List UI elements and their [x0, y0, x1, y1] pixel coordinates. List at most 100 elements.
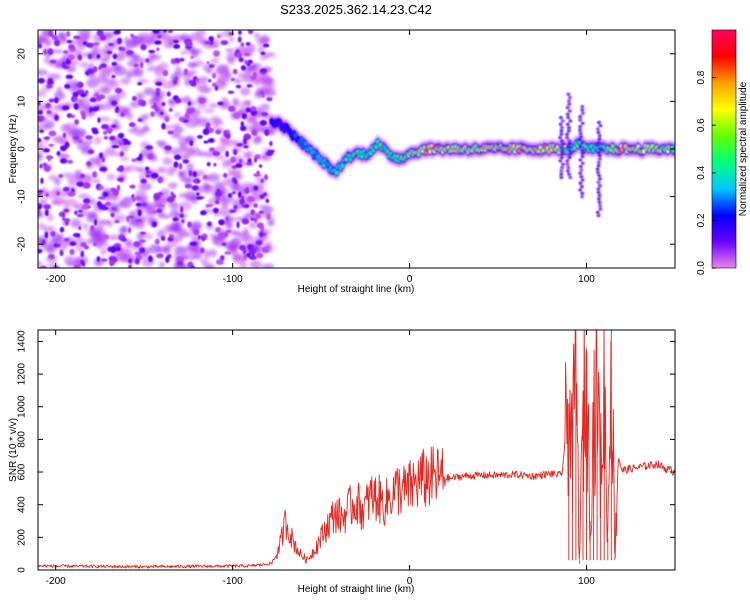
noise-dot: [97, 196, 106, 200]
noise-dot: [92, 171, 98, 178]
snr-frame: [37, 329, 676, 571]
streak-blob: [580, 121, 585, 125]
streak-blob: [559, 169, 564, 173]
snr-y-tick-label: 0: [17, 567, 28, 573]
noise-blob: [153, 67, 165, 76]
noise-dot: [223, 130, 227, 138]
noise-dot: [48, 130, 57, 137]
noise-blob: [71, 128, 86, 138]
noise-dot: [139, 231, 147, 235]
noise-blob: [38, 153, 43, 162]
streak-blob: [579, 135, 584, 139]
noise-dot: [80, 173, 85, 179]
streak-blob: [567, 145, 572, 150]
noise-dot: [125, 215, 130, 223]
noise-blob: [226, 222, 233, 227]
noise-blob: [104, 147, 116, 157]
snr-y-ticks: 0 200 400 600 800 1000 1200 1400: [17, 330, 675, 573]
noise-dot: [241, 218, 250, 225]
noise-dot: [211, 72, 217, 79]
noise-dot: [225, 216, 230, 222]
noise-blob: [222, 138, 232, 148]
noise-dot: [38, 137, 42, 143]
noise-dot: [200, 210, 207, 216]
noise-blob: [96, 74, 107, 84]
noise-dot: [68, 44, 75, 50]
noise-blob: [257, 185, 264, 191]
colorbar: 0.0 0.2 0.4 0.6 0.8 Normalized spectral ampl…: [696, 29, 749, 275]
streak-blob: [578, 145, 583, 149]
streak-blob: [597, 184, 602, 188]
noise-dot: [206, 61, 210, 65]
noise-dot: [135, 202, 142, 207]
streak-blob: [566, 125, 571, 130]
noise-dot: [112, 189, 120, 196]
snr-y-tick-label: 1400: [17, 330, 28, 353]
noise-blob: [120, 77, 131, 85]
noise-dot: [162, 69, 169, 77]
noise-dot: [174, 98, 182, 104]
streak-blob: [595, 167, 600, 171]
noise-blob: [218, 207, 232, 217]
noise-dot: [121, 237, 127, 242]
noise-blob: [239, 87, 251, 96]
noise-blob: [205, 265, 214, 268]
noise-blob: [54, 177, 61, 186]
noise-dot: [236, 52, 243, 58]
colorbar-ticks: 0.0 0.2 0.4 0.6 0.8: [696, 70, 716, 275]
noise-dot: [67, 191, 76, 197]
noise-blob: [208, 103, 219, 108]
noise-dot: [255, 212, 261, 219]
noise-blob: [127, 59, 135, 68]
noise-blob: [249, 260, 262, 268]
noise-dot: [212, 50, 221, 57]
streak-blob: [559, 175, 564, 180]
noise-blob: [233, 78, 242, 84]
noise-dot: [247, 158, 252, 164]
noise-dot: [43, 136, 51, 140]
noise-dot: [227, 90, 235, 94]
noise-blob: [242, 227, 249, 237]
noise-blob: [197, 104, 208, 109]
noise-dot: [89, 97, 97, 103]
noise-dot: [41, 239, 46, 245]
streak-blob: [566, 115, 571, 120]
streak-blob: [597, 134, 602, 138]
ridge-blob: [278, 120, 282, 125]
noise-blob: [258, 204, 271, 209]
streak-blob: [566, 165, 571, 170]
streak-blob: [566, 129, 571, 133]
noise-dot: [78, 225, 82, 231]
noise-dot: [120, 47, 126, 52]
noise-dot: [116, 184, 121, 192]
ridge-blob: [340, 163, 344, 168]
spectrogram-x-tick-label: 100: [578, 274, 595, 285]
streak-blob: [559, 132, 564, 136]
noise-dot: [42, 148, 51, 153]
noise-dot: [214, 129, 222, 135]
noise-dot: [47, 48, 54, 56]
noise-blob: [245, 150, 254, 161]
noise-blob: [247, 119, 259, 124]
streak-blob: [596, 130, 601, 134]
noise-dot: [47, 77, 54, 84]
streak-blob: [559, 139, 564, 143]
streak-blob: [560, 145, 565, 150]
noise-dot: [248, 255, 257, 261]
noise-dot: [173, 154, 182, 161]
noise-dot: [232, 68, 238, 75]
noise-dot: [108, 43, 115, 47]
noise-dot: [116, 167, 122, 172]
noise-dot: [148, 49, 156, 54]
noise-dot: [196, 192, 200, 196]
noise-blob: [142, 114, 150, 119]
noise-dot: [167, 130, 175, 135]
streak-blob: [595, 170, 600, 174]
noise-dot: [202, 128, 210, 136]
streak-blob: [579, 141, 584, 145]
noise-blob: [204, 150, 215, 158]
noise-dot: [131, 35, 139, 40]
noise-dot: [118, 140, 125, 146]
noise-dot: [237, 36, 242, 43]
noise-dot: [66, 39, 73, 44]
